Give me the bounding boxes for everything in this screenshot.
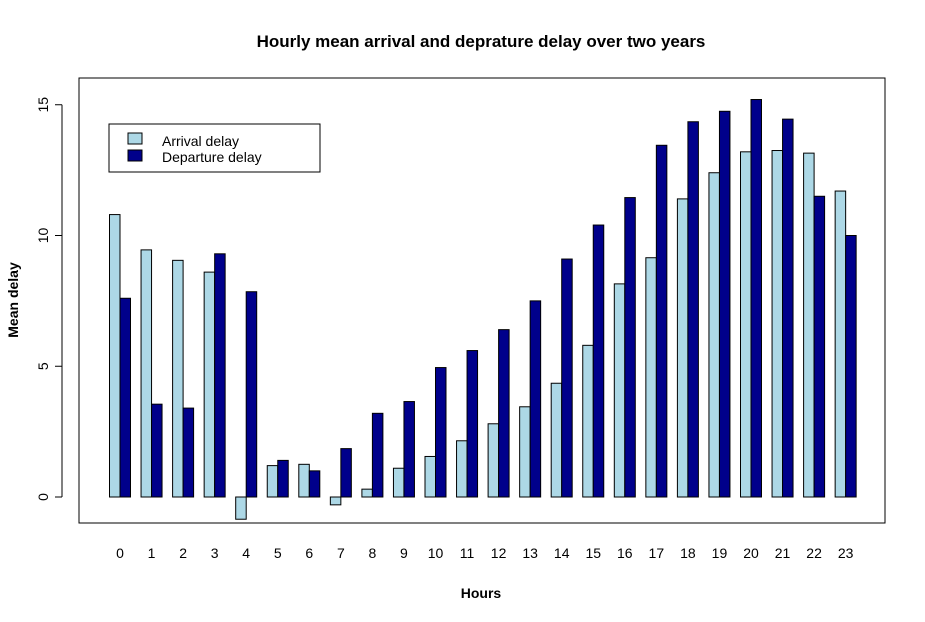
bar-arrival-3: [203, 271, 216, 498]
y-tick-label: 10: [35, 228, 51, 244]
bar-arrival-13: [519, 406, 531, 498]
bar-departure-16: [624, 197, 636, 498]
bar-arrival-14: [550, 382, 563, 498]
x-tick-label: 16: [617, 545, 633, 561]
bar-arrival-2: [172, 259, 184, 498]
bar-departure-15: [592, 224, 605, 498]
x-tick-label: 14: [554, 545, 570, 561]
bar-arrival-20: [740, 151, 752, 498]
x-tick-label: 17: [649, 545, 665, 561]
y-axis-title: Mean delay: [5, 262, 21, 338]
bar-departure-19: [718, 110, 731, 498]
bar-departure-4: [245, 291, 258, 498]
bar-departure-10: [435, 367, 447, 498]
plot-frame: [78, 77, 886, 524]
bar-arrival-5: [266, 465, 279, 498]
legend-box: [108, 123, 321, 173]
bar-arrival-9: [392, 467, 405, 498]
bar-departure-2: [182, 407, 195, 498]
bar-arrival-12: [487, 423, 500, 498]
x-tick-label: 10: [428, 545, 444, 561]
bar-arrival-19: [708, 172, 720, 498]
bar-arrival-1: [140, 249, 153, 498]
chart-title: Hourly mean arrival and deprature delay …: [257, 32, 706, 51]
bar-departure-7: [340, 448, 352, 498]
legend-swatch-arrival: [127, 132, 143, 145]
legend-label-arrival: Arrival delay: [162, 133, 239, 149]
bar-departure-6: [308, 470, 321, 498]
bar-departure-1: [151, 403, 163, 498]
legend-swatch-departure: [127, 149, 143, 162]
bar-departure-5: [277, 459, 289, 498]
bar-departure-11: [466, 350, 479, 498]
x-tick-label: 2: [179, 545, 187, 561]
x-tick-label: 9: [400, 545, 408, 561]
x-tick-label: 4: [242, 545, 250, 561]
bar-departure-20: [750, 99, 762, 498]
x-tick-label: 13: [522, 545, 538, 561]
x-tick-label: 5: [274, 545, 282, 561]
bar-departure-13: [529, 300, 542, 498]
bar-arrival-4: [235, 496, 247, 520]
bar-departure-12: [498, 329, 510, 498]
x-tick-label: 22: [806, 545, 822, 561]
bar-arrival-7: [329, 496, 342, 506]
bar-arrival-10: [424, 455, 436, 498]
x-axis-title: Hours: [461, 585, 502, 601]
bar-departure-0: [119, 297, 131, 498]
bar-departure-3: [214, 253, 226, 498]
bar-arrival-21: [771, 150, 784, 498]
x-tick-label: 1: [148, 545, 156, 561]
x-tick-label: 0: [116, 545, 124, 561]
bar-arrival-0: [109, 214, 121, 498]
x-tick-label: 23: [838, 545, 854, 561]
bar-departure-17: [655, 144, 668, 498]
x-tick-label: 19: [712, 545, 728, 561]
legend-label-departure: Departure delay: [162, 149, 262, 165]
x-tick-label: 6: [305, 545, 313, 561]
x-tick-label: 7: [337, 545, 345, 561]
bar-arrival-22: [803, 152, 815, 498]
bar-arrival-6: [298, 463, 310, 498]
bar-departure-9: [403, 401, 415, 498]
bar-arrival-18: [676, 198, 689, 498]
bar-arrival-8: [361, 488, 373, 498]
y-axis: 0 5 10 15: [35, 97, 63, 501]
bar-departure-23: [845, 235, 857, 498]
bar-departure-18: [687, 121, 699, 498]
y-tick-label: 15: [35, 97, 51, 113]
x-tick-label: 11: [460, 545, 475, 561]
y-tick-label: 0: [35, 493, 51, 501]
bar-arrival-15: [582, 344, 594, 498]
x-tick-label: 8: [369, 545, 377, 561]
bar-arrival-23: [834, 190, 847, 498]
x-tick-label: 20: [743, 545, 759, 561]
bar-departure-14: [561, 258, 573, 498]
x-tick-label: 15: [585, 545, 601, 561]
x-tick-label: 18: [680, 545, 696, 561]
bars-group: [109, 99, 857, 520]
bar-departure-21: [782, 118, 794, 498]
bar-arrival-16: [613, 283, 626, 498]
bar-arrival-17: [645, 257, 657, 498]
bar-arrival-11: [456, 440, 468, 498]
x-tick-labels: 0 1 2 3 4 5 6 7 8 9 10 11 12 13 14 15 16 17 18 19 20 21 22 23: [116, 545, 854, 561]
legend: Arrival delay Departure delay: [108, 123, 321, 173]
x-tick-label: 12: [491, 545, 507, 561]
x-tick-label: 3: [211, 545, 219, 561]
y-tick-label: 5: [35, 362, 51, 370]
bar-departure-22: [813, 195, 826, 498]
x-tick-label: 21: [775, 545, 791, 561]
bar-departure-8: [371, 412, 384, 498]
